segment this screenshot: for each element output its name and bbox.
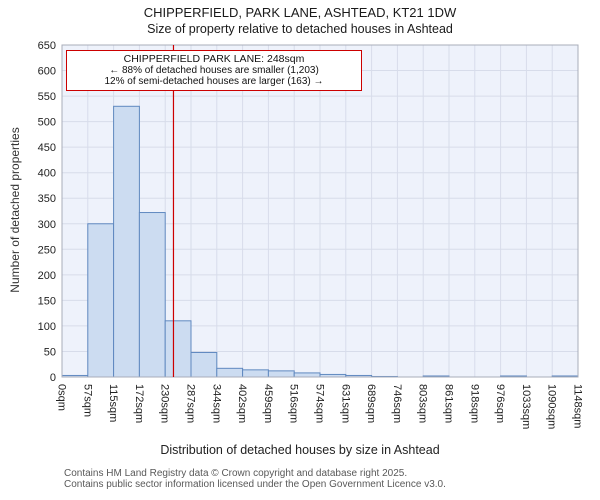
y-tick-label: 0 — [50, 372, 56, 384]
histogram-svg: 0 50 100 150 200 250 300 350 400 450 500 550 600 650 0… — [38, 40, 584, 429]
x-tick-label: 115sqm — [107, 384, 119, 422]
x-tick-label: 918sqm — [468, 384, 480, 423]
y-tick-label: 600 — [38, 66, 56, 78]
histogram-bar — [113, 105, 140, 378]
histogram-bar — [138, 212, 166, 378]
y-tick-label: 200 — [38, 270, 56, 282]
chart-subtitle: Size of property relative to detached ho… — [147, 22, 453, 36]
marker-annotation-box: CHIPPERFIELD PARK LANE: 248sqm ← 88% of … — [66, 50, 362, 91]
histogram-bar — [164, 320, 192, 378]
x-tick-label: 172sqm — [133, 384, 145, 423]
x-tick-label: 689sqm — [365, 384, 377, 423]
histogram-bar — [190, 351, 218, 378]
x-tick-label: 287sqm — [185, 384, 197, 423]
footer-attribution-1: Contains HM Land Registry data © Crown c… — [64, 468, 408, 479]
x-tick-label: 1090sqm — [546, 384, 558, 429]
histogram-bar — [267, 370, 295, 378]
y-tick-label: 50 — [44, 346, 56, 358]
histogram-bar — [87, 223, 115, 378]
x-tick-label: 746sqm — [391, 384, 403, 423]
annotation-line-1: CHIPPERFIELD PARK LANE: 248sqm — [123, 53, 305, 65]
y-tick-label: 450 — [38, 142, 56, 154]
annotation-line-2: ← 88% of detached houses are smaller (1,… — [109, 65, 319, 76]
x-tick-label: 57sqm — [81, 384, 93, 417]
x-tick-label: 1033sqm — [520, 384, 532, 429]
plot-border — [61, 44, 579, 378]
x-tick-label: 803sqm — [417, 384, 429, 423]
y-tick-label: 350 — [38, 193, 56, 205]
histogram-bar — [293, 372, 321, 378]
footer-attribution-2: Contains public sector information licen… — [64, 479, 446, 490]
annotation-line-3: 12% of semi-detached houses are larger (… — [104, 76, 324, 87]
y-tick-label: 150 — [38, 295, 56, 307]
y-tick-label: 250 — [38, 244, 56, 256]
y-tick-label: 100 — [38, 321, 56, 333]
y-tick-label: 400 — [38, 168, 56, 180]
x-tick-label: 230sqm — [159, 384, 171, 423]
x-tick-label: 976sqm — [494, 384, 506, 423]
y-tick-label: 650 — [38, 40, 56, 52]
x-tick-label: 344sqm — [210, 384, 222, 423]
x-tick-label: 0sqm — [56, 384, 68, 411]
x-tick-label: 631sqm — [339, 384, 351, 423]
x-tick-label: 1148sqm — [572, 384, 584, 428]
y-tick-label: 300 — [38, 219, 56, 231]
histogram-bar — [216, 367, 244, 378]
chart-title: CHIPPERFIELD, PARK LANE, ASHTEAD, KT21 1… — [143, 5, 457, 20]
x-tick-label: 574sqm — [314, 384, 326, 423]
x-tick-label: 459sqm — [262, 384, 274, 423]
x-tick-label: 861sqm — [443, 384, 455, 423]
x-tick-label: 516sqm — [288, 384, 300, 423]
x-axis-label: Distribution of detached houses by size … — [160, 443, 440, 457]
x-tick-label: 402sqm — [236, 384, 248, 423]
histogram-bar — [242, 369, 269, 378]
y-tick-label: 550 — [38, 91, 56, 103]
y-tick-label: 500 — [38, 117, 56, 129]
